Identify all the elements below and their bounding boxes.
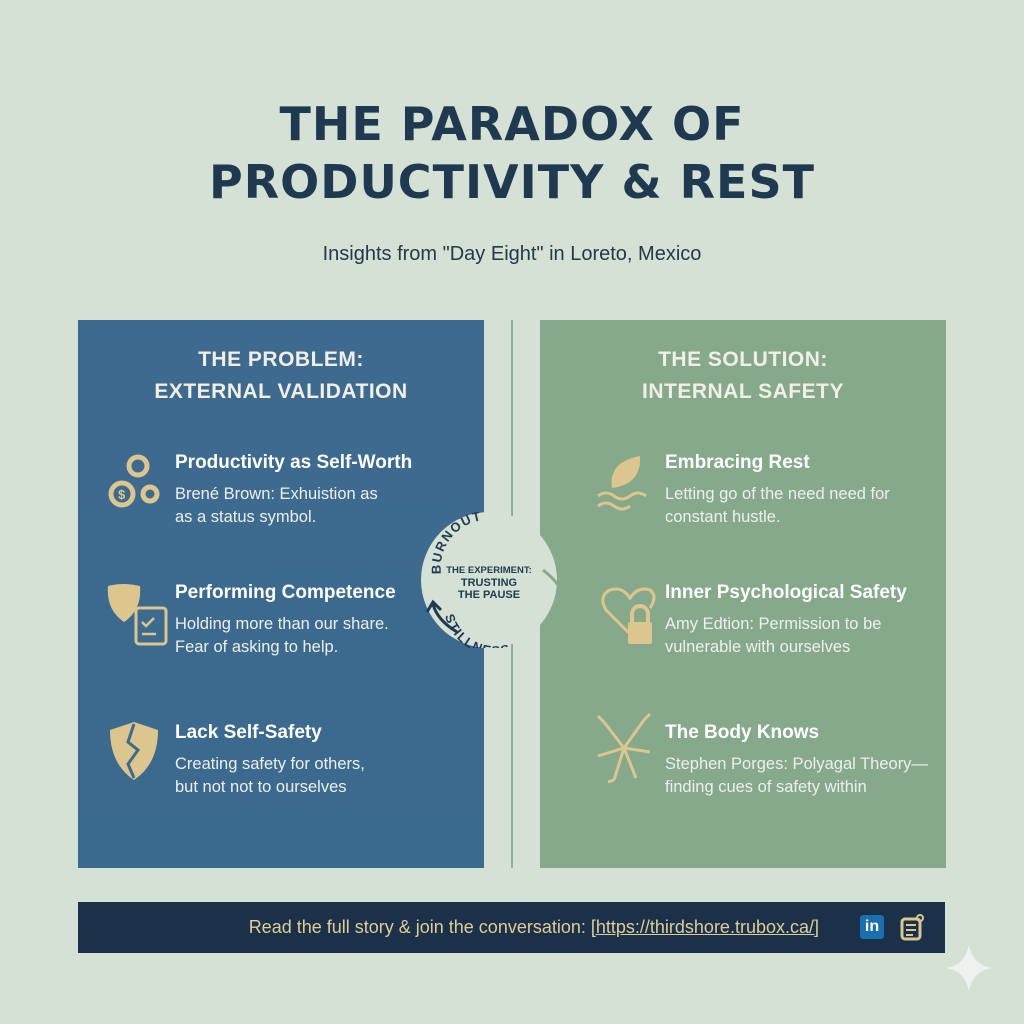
item-desc: Amy Edtion: Permission to be vulnerable w… <box>665 613 907 659</box>
blog-icon[interactable] <box>899 913 925 941</box>
mask-clipboard-icon <box>107 584 168 646</box>
item-desc: Letting go of the need need for constant … <box>665 483 890 529</box>
linkedin-icon[interactable]: in <box>860 915 884 939</box>
footer-label: Read the full story & join the conversat… <box>248 917 591 937</box>
arrow-down-icon <box>542 568 557 587</box>
list-item: Lack Self-Safety Creating safety for oth… <box>175 722 365 799</box>
broken-shield-icon <box>110 722 158 780</box>
list-item: Productivity as Self-Worth Brené Brown: … <box>175 452 412 529</box>
arrow-up-icon <box>425 599 458 634</box>
experiment-cycle: BURNOUT STILLNESS THE EXPERIMENT: TRUSTI… <box>421 512 557 648</box>
center-line: THE EXPERIMENT: <box>446 565 532 576</box>
item-desc: Stephen Porges: Polyagal Theory— finding … <box>665 753 928 799</box>
desc-line: Fear of asking to help. <box>175 638 339 656</box>
heart-lock-icon <box>601 587 656 644</box>
title-line: PRODUCTIVITY & REST <box>209 155 815 209</box>
desc-line: vulnerable with ourselves <box>665 638 851 656</box>
list-item: The Body Knows Stephen Porges: Polyagal … <box>665 722 928 799</box>
problem-panel: THE PROBLEM: EXTERNAL VALIDATION $ Produ… <box>78 320 484 868</box>
problem-heading: THE PROBLEM: EXTERNAL VALIDATION <box>78 344 484 408</box>
story-link[interactable]: [https://thirdshore.trubox.ca/] <box>590 917 819 937</box>
item-title: Inner Psychological Safety <box>665 582 907 603</box>
desc-line: Brené Brown: Exhuistion as <box>175 485 378 503</box>
sparkle-icon <box>946 944 992 992</box>
desc-line: as a status symbol. <box>175 508 317 526</box>
footer-text: Read the full story & join the conversat… <box>249 917 819 938</box>
footer-bar: Read the full story & join the conversat… <box>78 902 945 953</box>
cycle-graphic: BURNOUT STILLNESS <box>425 512 557 648</box>
nerve-icon <box>596 712 652 784</box>
item-title: The Body Knows <box>665 722 820 743</box>
desc-line: Letting go of the need need for <box>665 485 890 503</box>
desc-line: Stephen Porges: Polyagal Theory— <box>665 755 928 773</box>
gears-dollar-icon: $ <box>108 454 160 508</box>
page-title: THE PARADOX OF PRODUCTIVITY & REST <box>0 95 1024 211</box>
item-title: Embracing Rest <box>665 452 810 473</box>
list-item: Embracing Rest Letting go of the need ne… <box>665 452 890 529</box>
heading-line: EXTERNAL VALIDATION <box>154 380 408 403</box>
list-item: Inner Psychological Safety Amy Edtion: P… <box>665 582 907 659</box>
solution-heading: THE SOLUTION: INTERNAL SAFETY <box>540 344 946 408</box>
item-desc: Creating safety for others, but not not t… <box>175 753 365 799</box>
desc-line: Holding more than our share. <box>175 615 389 633</box>
solution-panel: THE SOLUTION: INTERNAL SAFETY Embracing … <box>540 320 946 868</box>
heading-line: THE PROBLEM: <box>198 348 364 371</box>
item-title: Lack Self-Safety <box>175 722 322 743</box>
leaf-water-icon <box>597 456 647 511</box>
center-line: TRUSTING <box>460 577 518 589</box>
desc-line: Amy Edtion: Permission to be <box>665 615 882 633</box>
svg-text:$: $ <box>118 487 126 502</box>
heading-line: INTERNAL SAFETY <box>642 380 844 403</box>
subtitle: Insights from "Day Eight" in Loreto, Mex… <box>322 243 702 265</box>
desc-line: Creating safety for others, <box>175 755 365 773</box>
desc-line: constant hustle. <box>665 508 781 526</box>
title-line: THE PARADOX OF <box>279 97 745 151</box>
heading-line: THE SOLUTION: <box>658 348 828 371</box>
list-item: Performing Competence Holding more than … <box>175 582 396 659</box>
item-title: Productivity as Self-Worth <box>175 452 413 473</box>
desc-line: but not not to ourselves <box>175 778 347 796</box>
experiment-label: THE EXPERIMENT: TRUSTING THE PAUSE <box>421 565 557 601</box>
item-title: Performing Competence <box>175 582 396 603</box>
desc-line: finding cues of safety within <box>665 778 867 796</box>
center-line: THE PAUSE <box>457 589 521 601</box>
item-desc: Brené Brown: Exhuistion as as a status sy… <box>175 483 412 529</box>
item-desc: Holding more than our share. Fear of aski… <box>175 613 396 659</box>
